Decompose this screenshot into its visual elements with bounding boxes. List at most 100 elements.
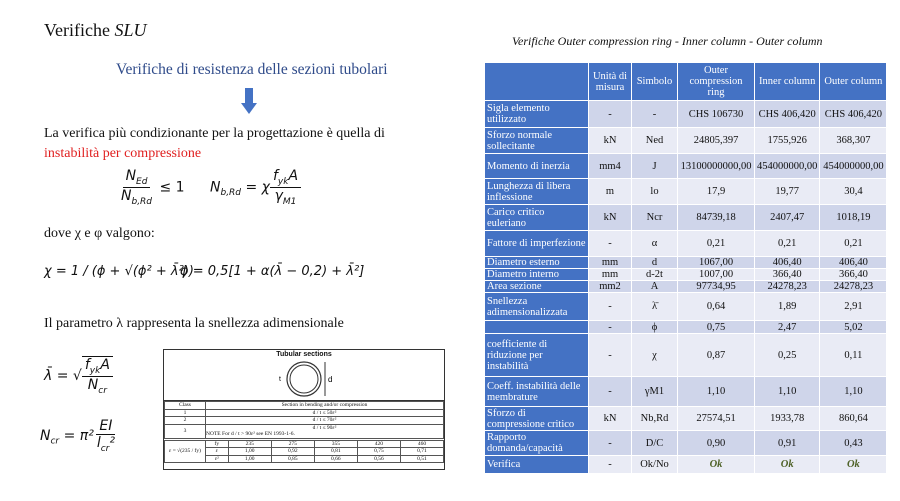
table-cell: Ok [678,456,754,473]
table-cell: Nb,Rd [632,407,677,430]
slide-subtitle: Verifiche di resistenza delle sezioni tu… [116,61,388,78]
tubular-value: 0,56 [356,454,401,463]
tubular-value: 275 [270,439,315,448]
row-label: Diametro esterno [485,257,588,268]
formula-chi: χ = 1 / (ϕ + √(ϕ² + λ̄²)) [44,264,194,279]
table-cell: - [589,334,631,376]
table-cell: 0,21 [755,231,820,256]
column-header: Outer column [820,63,887,100]
table-cell: 860,64 [820,407,887,430]
table-row: Verifica - Ok/No Ok Ok Ok [485,456,887,473]
table-cell: 0,87 [678,334,754,376]
table-cell: 24805,397 [678,128,754,153]
row-label: Fattore di imperfezione [485,231,588,256]
row-label: Sforzo di compressione critico [485,407,588,430]
table-cell: 1,10 [755,377,820,406]
table-cell: 0,75 [678,321,754,333]
table-cell: Ok [820,456,887,473]
table-cell: 24278,23 [820,281,887,292]
row-label: coefficiente di riduzione per instabilit… [485,334,588,376]
table-cell: 1007,00 [678,269,754,280]
row-label: Lunghezza di libera inflessione [485,179,588,204]
column-header [485,63,588,100]
table-cell: - [589,456,631,473]
table-cell: - [589,293,631,320]
table-cell: 366,40 [755,269,820,280]
table-cell: γM1 [632,377,677,406]
table-cell: 366,40 [820,269,887,280]
table-cell: 1,10 [678,377,754,406]
table-cell: 1067,00 [678,257,754,268]
table-cell: 406,40 [755,257,820,268]
formula-ncr: Ncr = π² EI lcr² [40,418,116,454]
table-row: coefficiente di riduzione per instabilit… [485,334,887,376]
table-cell: ϕ [632,321,677,333]
table-row: Sforzo di compressione critico kN Nb,Rd 275… [485,407,887,430]
column-header: Unità di misura [589,63,631,100]
table-cell: Ned [632,128,677,153]
table-cell: - [589,377,631,406]
table-cell: m [589,179,631,204]
formula-lambda: λ̄ = √ fykA Ncr [44,356,113,396]
table-row: Lunghezza di libera inflessione m lo 17,9 19… [485,179,887,204]
table-cell: d [632,257,677,268]
tubular-value: 0,71 [399,447,445,456]
table-cell: 0,91 [755,431,820,455]
tubular-value: 0,81 [313,447,358,456]
table-cell: 1018,19 [820,205,887,230]
table-cell: 13100000000,00 [678,154,754,178]
table-cell: lo [632,179,677,204]
tubular-value: 460 [399,439,445,448]
table-cell: 84739,18 [678,205,754,230]
table-row: Carico critico euleriano kN Ncr 84739,18 240… [485,205,887,230]
table-cell: Ok/No [632,456,677,473]
svg-text:t: t [279,376,281,383]
table-row: Fattore di imperfezione - α 0,21 0,21 0,21 [485,231,887,256]
table-cell: D/C [632,431,677,455]
table-cell: mm4 [589,154,631,178]
tubular-sections-table: Tubular sections d t Class Section in ben… [163,349,445,470]
row-label: Area sezione [485,281,588,292]
table-row: Coeff. instabilità delle membrature - γM1 1… [485,377,887,406]
table-cell: Ok [755,456,820,473]
table-cell: 2407,47 [755,205,820,230]
table-cell: 368,307 [820,128,887,153]
column-header: Simbolo [632,63,677,100]
table-caption: Verifiche Outer compression ring - Inner… [512,34,823,48]
table-row: Sigla elemento utilizzato - - CHS 106730 CHS… [485,101,887,127]
table-cell: - [589,321,631,333]
table-cell: 1933,78 [755,407,820,430]
formula-nbrd: Nb,Rd = χ fykA γM1 [210,168,302,207]
tube-section-icon: d t [279,361,332,397]
table-cell: - [589,101,631,127]
formula-phi: ϕ = 0,5[1 + α(λ̄ − 0,2) + λ̄²] [180,264,365,279]
row-label: Diametro interno [485,269,588,280]
arrow-down-icon [241,88,257,114]
column-header: Inner column [755,63,820,100]
table-cell: 0,21 [678,231,754,256]
tubular-value: 1,00 [227,454,272,463]
table-cell: 406,40 [820,257,887,268]
table-cell: d-2t [632,269,677,280]
table-row: Snellezza adimensionalizzata - λ̄ 0,64 1,89 2… [485,293,887,320]
table-cell: 0,11 [820,334,887,376]
table-row: Diametro esterno mm d 1067,00 406,40 406,40 [485,257,887,268]
tubular-value: 0,51 [399,454,445,463]
column-header: Outer compression ring [678,63,754,100]
highlight-text: instabilità per compressione [44,146,202,161]
table-row: Sforzo normale sollecitante kN Ned 24805,39… [485,128,887,153]
table-cell: 2,47 [755,321,820,333]
intro-paragraph: La verifica più condizionante per la pro… [44,126,385,161]
table-cell: χ [632,334,677,376]
table-cell: CHS 406,420 [820,101,887,127]
row-label: Verifica [485,456,588,473]
row-label: Snellezza adimensionalizzata [485,293,588,320]
tubular-value: 1,00 [227,447,272,456]
table-cell: J [632,154,677,178]
row-label: Momento di inerzia [485,154,588,178]
dove-text: dove χ e φ valgono: [44,226,155,241]
tubular-value: 355 [313,439,358,448]
table-row: Area sezione mm2 A 97734,95 24278,23 24278,23 [485,281,887,292]
table-cell: A [632,281,677,292]
table-cell: mm2 [589,281,631,292]
